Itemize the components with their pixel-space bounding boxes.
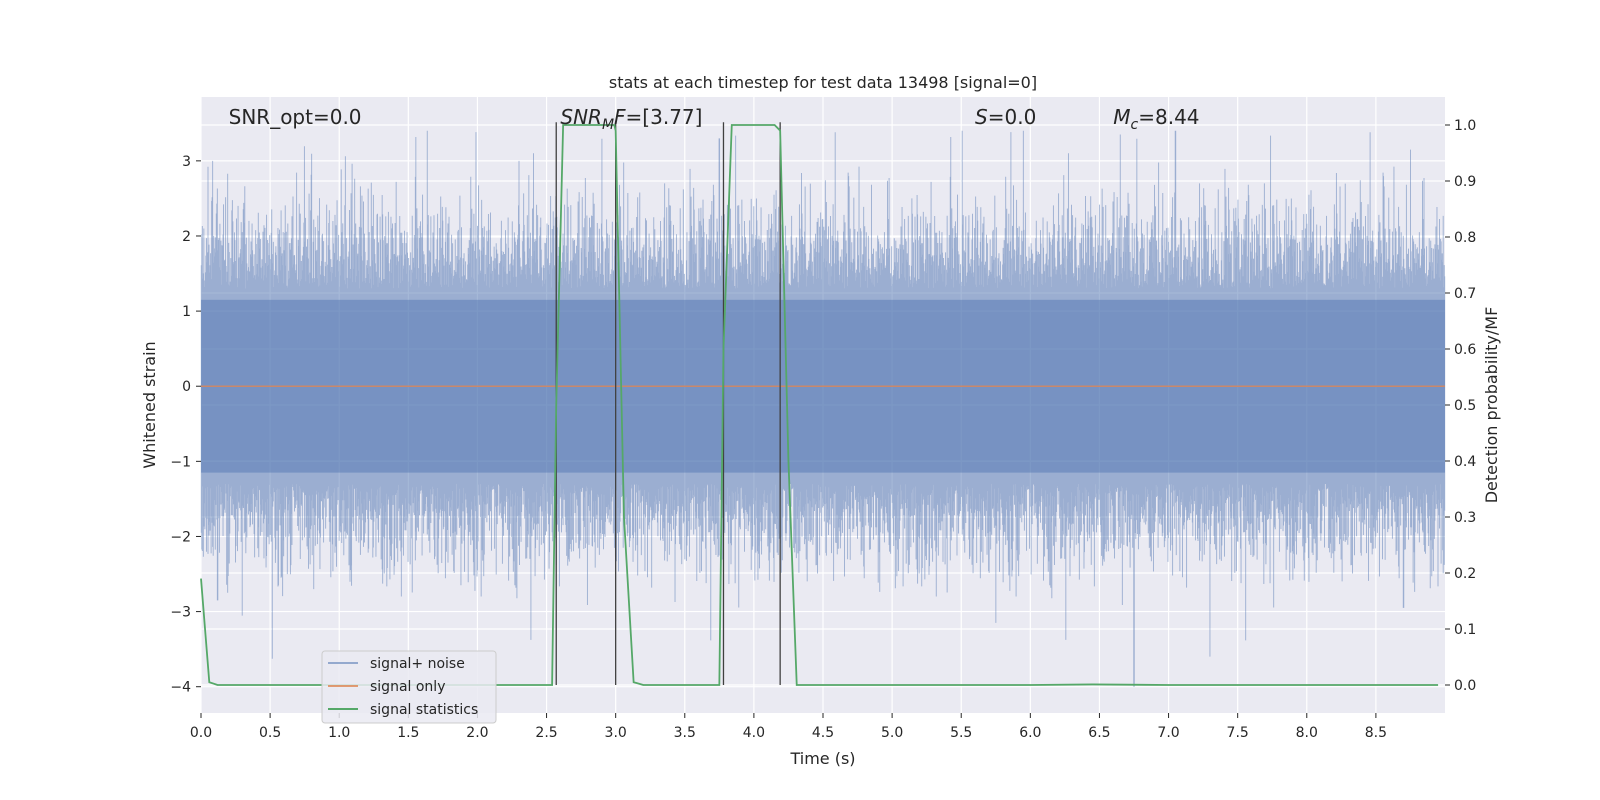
annotation-text: SNR_opt=0.0 xyxy=(229,105,362,129)
x-tick-label: 8.0 xyxy=(1296,725,1318,741)
y-left-tick-label: 2 xyxy=(182,229,191,245)
y-right-ticks: 0.0 0.1 0.2 0.3 0.4 0.5 0.6 0.7 0.8 0.9 1.0 xyxy=(1445,118,1476,694)
y-left-tick-label: −1 xyxy=(170,454,191,470)
x-ticks: 0.0 0.5 1.0 1.5 2.0 2.5 3.0 3.5 4.0 4.5 5.0 5.5 6.0 6… xyxy=(190,713,1387,741)
y-right-tick-label: 0.1 xyxy=(1454,622,1476,638)
annotation-text: Mc=8.44 xyxy=(1113,105,1199,133)
y-right-tick-label: 0.4 xyxy=(1454,454,1476,470)
y-right-tick-label: 0.8 xyxy=(1454,230,1476,246)
x-tick-label: 3.5 xyxy=(674,725,696,741)
y-left-tick-label: −4 xyxy=(170,680,191,696)
y-right-tick-label: 0.2 xyxy=(1454,566,1476,582)
x-tick-label: 0.0 xyxy=(190,725,212,741)
x-tick-label: 8.5 xyxy=(1365,725,1387,741)
x-tick-label: 4.0 xyxy=(743,725,765,741)
y-left-tick-label: 3 xyxy=(182,154,191,170)
y-left-tick-label: −2 xyxy=(170,529,191,545)
x-tick-label: 7.0 xyxy=(1157,725,1179,741)
x-axis-label: Time (s) xyxy=(789,749,855,768)
x-tick-label: 0.5 xyxy=(259,725,281,741)
x-tick-label: 6.0 xyxy=(1019,725,1041,741)
x-tick-label: 7.5 xyxy=(1227,725,1249,741)
y-left-axis-label: Whitened strain xyxy=(140,341,159,468)
legend-label-noise: signal+ noise xyxy=(370,656,465,672)
y-left-tick-label: 0 xyxy=(182,379,191,395)
x-tick-label: 1.5 xyxy=(397,725,419,741)
y-right-tick-label: 0.7 xyxy=(1454,286,1476,302)
y-left-tick-label: −3 xyxy=(170,605,191,621)
y-right-tick-label: 0.6 xyxy=(1454,342,1476,358)
x-tick-label: 5.5 xyxy=(950,725,972,741)
x-tick-label: 2.0 xyxy=(466,725,488,741)
chart-title: stats at each timestep for test data 134… xyxy=(609,73,1037,92)
legend-box xyxy=(321,650,497,724)
y-left-tick-label: 1 xyxy=(182,304,191,320)
y-right-axis-label: Detection probability/MF xyxy=(1482,307,1501,504)
y-right-tick-label: 1.0 xyxy=(1454,118,1476,134)
x-tick-label: 3.0 xyxy=(605,725,627,741)
legend-label-stats: signal statistics xyxy=(370,702,478,718)
x-tick-label: 2.5 xyxy=(535,725,557,741)
x-tick-label: 5.0 xyxy=(881,725,903,741)
x-tick-label: 4.5 xyxy=(812,725,834,741)
legend-label-signal: signal only xyxy=(370,679,445,695)
y-left-ticks: −4 −3 −2 −1 0 1 2 3 xyxy=(170,154,201,696)
annotation-text: SNRMF=[3.77] xyxy=(560,105,702,133)
y-right-tick-label: 0.5 xyxy=(1454,398,1476,414)
legend: signal+ noise signal only signal statist… xyxy=(321,650,497,724)
y-right-tick-label: 0.9 xyxy=(1454,174,1476,190)
annotation-text: S=0.0 xyxy=(975,105,1036,129)
x-tick-label: 1.0 xyxy=(328,725,350,741)
annotations: SNR_opt=0.0 SNRMF=[3.77] S=0.0 Mc=8.44 xyxy=(229,105,1200,133)
y-right-tick-label: 0.0 xyxy=(1454,678,1476,694)
x-tick-label: 6.5 xyxy=(1088,725,1110,741)
y-right-tick-label: 0.3 xyxy=(1454,510,1476,526)
